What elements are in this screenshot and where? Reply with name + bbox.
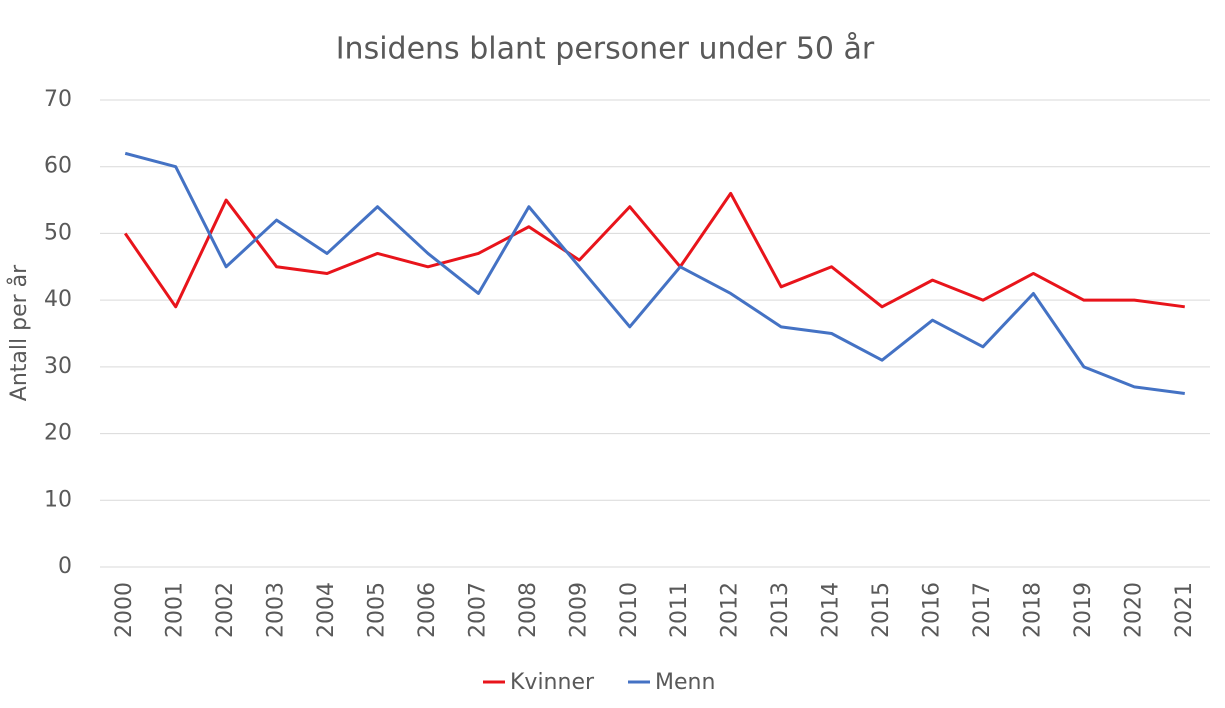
series-line <box>123 191 1185 309</box>
x-tick-label: 2001 <box>163 582 188 638</box>
x-tick-label: 2012 <box>718 582 743 638</box>
x-tick-label: 2016 <box>920 582 945 638</box>
x-tick-label: 2020 <box>1121 582 1146 638</box>
series-line <box>124 151 1185 396</box>
x-tick-label: 2009 <box>566 582 591 638</box>
x-tick-label: 2005 <box>365 582 390 638</box>
y-axis-label: Antall per år <box>6 264 32 401</box>
y-tick-label: 50 <box>44 220 72 245</box>
x-tick-label: 2002 <box>213 582 238 638</box>
x-tick-label: 2008 <box>516 582 541 638</box>
y-tick-label: 60 <box>44 154 72 179</box>
x-tick-label: 2006 <box>415 582 440 638</box>
legend-label: Kvinner <box>510 670 595 695</box>
y-tick-label: 20 <box>44 421 72 446</box>
x-tick-label: 2021 <box>1172 582 1197 638</box>
x-tick-label: 2003 <box>264 582 289 638</box>
x-tick-label: 2011 <box>667 582 692 638</box>
y-tick-label: 40 <box>44 287 72 312</box>
x-tick-label: 2007 <box>465 582 490 638</box>
x-tick-label: 2019 <box>1071 582 1096 638</box>
x-tick-label: 2013 <box>768 582 793 638</box>
y-tick-label: 70 <box>44 87 72 112</box>
x-tick-label: 2000 <box>112 582 137 638</box>
x-tick-label: 2010 <box>617 582 642 638</box>
legend-label: Menn <box>655 670 715 695</box>
x-tick-label: 2014 <box>819 582 844 638</box>
x-tick-label: 2015 <box>869 582 894 638</box>
x-tick-label: 2018 <box>1020 582 1045 638</box>
y-tick-label: 10 <box>44 487 72 512</box>
y-tick-label: 30 <box>44 354 72 379</box>
y-tick-label: 0 <box>58 554 72 579</box>
x-tick-label: 2004 <box>314 582 339 638</box>
x-tick-label: 2017 <box>970 582 995 638</box>
chart-title: Insidens blant personer under 50 år <box>336 32 875 67</box>
